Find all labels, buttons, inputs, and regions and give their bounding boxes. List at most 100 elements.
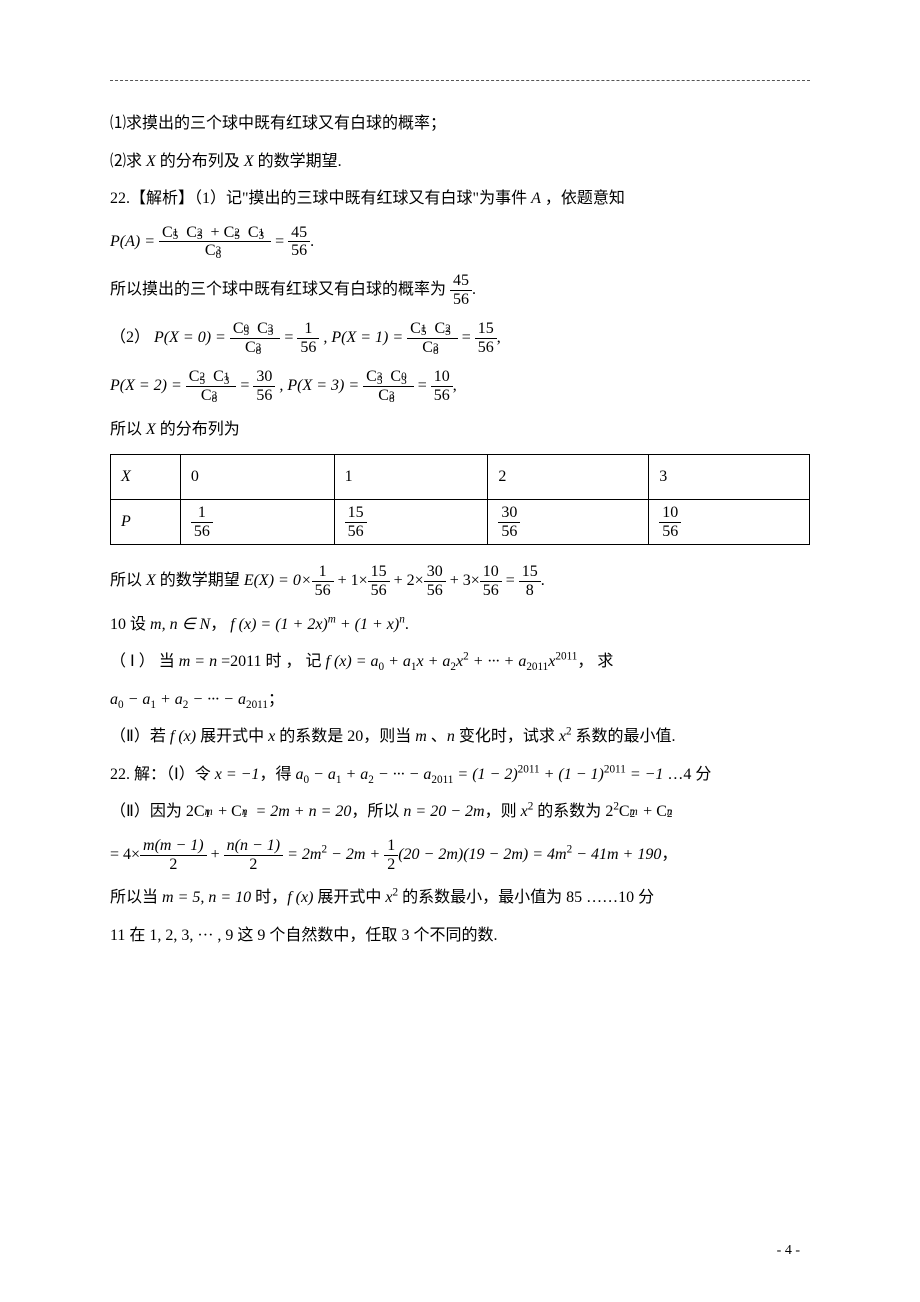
solution-22-intro: 22.【解析】（1）记"摸出的三球中既有红球又有白球"为事件 A ，依题意知 bbox=[110, 186, 810, 212]
eq: = bbox=[506, 572, 519, 589]
page-container: ⑴求摸出的三个球中既有红球又有白球的概率； ⑵求 X 的分布列及 X 的数学期望… bbox=[0, 0, 920, 1302]
table-row: X 0 1 2 3 bbox=[111, 455, 810, 500]
var-a: A bbox=[531, 190, 541, 207]
mn: m = n bbox=[179, 653, 217, 670]
text: =2011 时 ， 记 bbox=[217, 653, 325, 670]
x2: x bbox=[521, 803, 528, 820]
d: 8 bbox=[519, 582, 541, 600]
eq: = bbox=[418, 377, 431, 394]
var-x: X bbox=[146, 421, 156, 438]
s: 8 bbox=[433, 345, 439, 357]
px1-frac: C15 C23 C38 bbox=[407, 320, 458, 356]
pts: …4 分 bbox=[663, 766, 711, 783]
sub: 3 bbox=[197, 230, 203, 242]
c: C bbox=[213, 368, 224, 385]
d: 56 bbox=[191, 523, 213, 541]
var-x: X bbox=[146, 153, 156, 170]
eq: = bbox=[284, 329, 297, 346]
solution-22b: 22. 解：（Ⅰ）令 x = −1，得 a0 − a1 + a2 − ··· −… bbox=[110, 762, 810, 788]
n: 15 bbox=[519, 563, 541, 582]
sub: 5 bbox=[234, 230, 240, 242]
f: n(n − 1)2 bbox=[224, 837, 283, 873]
f: 156 bbox=[312, 563, 334, 599]
text: 、 bbox=[427, 728, 447, 745]
t: + 1× bbox=[338, 572, 368, 589]
cell: 1 bbox=[334, 455, 488, 500]
d: 56 bbox=[475, 339, 497, 357]
text: 的分布列为 bbox=[156, 421, 240, 438]
text: ， bbox=[210, 616, 226, 633]
text: ，则 bbox=[485, 803, 521, 820]
cell-frac: 156 bbox=[191, 504, 213, 540]
t: + bbox=[207, 846, 224, 863]
s: 2011 bbox=[604, 764, 626, 776]
c: C bbox=[366, 368, 377, 385]
c: C bbox=[410, 320, 421, 337]
t: = (1 − 2) bbox=[453, 766, 517, 783]
text: ，所以 bbox=[351, 803, 403, 820]
s: 2011 bbox=[431, 774, 453, 786]
c: C bbox=[233, 320, 244, 337]
num: 45 bbox=[288, 224, 310, 243]
sub: 3 bbox=[259, 230, 265, 242]
dot: . bbox=[310, 233, 314, 250]
n: m(m − 1) bbox=[140, 837, 207, 856]
equation-px-row2: P(X = 2) = C25 C13 C38 = 3056 , P(X = 3)… bbox=[110, 368, 810, 404]
t: − ··· − a bbox=[188, 691, 246, 708]
c: C bbox=[189, 368, 200, 385]
pa-lhs: P(A) = bbox=[110, 233, 159, 250]
s: 5 bbox=[199, 375, 205, 387]
c: C bbox=[257, 320, 268, 337]
px2-lhs: P(X = 2) = bbox=[110, 377, 186, 394]
var-x: X bbox=[244, 153, 254, 170]
t: = 2m bbox=[283, 846, 321, 863]
text: 这 bbox=[233, 927, 257, 944]
t: + ··· + a bbox=[469, 653, 527, 670]
fx: f (x) bbox=[170, 728, 196, 745]
t: − a bbox=[124, 691, 151, 708]
n: 10 bbox=[659, 504, 681, 523]
c: C bbox=[434, 320, 445, 337]
ex-lhs: E(X) = 0× bbox=[244, 572, 312, 589]
t: − a bbox=[309, 766, 336, 783]
d: 56 bbox=[659, 523, 681, 541]
n: n(n − 1) bbox=[224, 837, 283, 856]
dot: . bbox=[472, 281, 476, 298]
f: 1056 bbox=[480, 563, 502, 599]
question-10-i: （ Ⅰ ） 当 m = n =2011 时 ， 记 f (x) = a0 + a… bbox=[110, 649, 810, 675]
c: C bbox=[201, 387, 212, 404]
m: m bbox=[415, 728, 427, 745]
d: 56 bbox=[368, 582, 390, 600]
c: C bbox=[422, 339, 433, 356]
text: 个不同的数. bbox=[409, 927, 497, 944]
text: 所以当 bbox=[110, 889, 162, 906]
n: 10 bbox=[431, 368, 453, 387]
pa-frac: C15 C23 + C25 C13 C38 bbox=[159, 224, 271, 260]
px2-frac: C25 C13 C38 bbox=[186, 368, 237, 404]
mn: m, n ∈ N bbox=[150, 616, 210, 633]
prefix: （2） bbox=[110, 329, 150, 346]
t: = 4m bbox=[528, 846, 566, 863]
text: 10 设 bbox=[110, 616, 150, 633]
x2: x bbox=[559, 728, 566, 745]
d: 56 bbox=[312, 582, 334, 600]
s: m bbox=[630, 804, 638, 822]
n: n bbox=[447, 728, 455, 745]
text: 展开式中 bbox=[196, 728, 268, 745]
v: 85 bbox=[566, 889, 582, 906]
page-number: - 4 - bbox=[777, 1240, 800, 1262]
d: 56 bbox=[253, 387, 275, 405]
s: 8 bbox=[389, 393, 395, 405]
equation-pa: P(A) = C15 C23 + C25 C13 C38 = 4556. bbox=[110, 224, 810, 260]
c: C bbox=[205, 242, 216, 259]
n: 1 bbox=[297, 320, 319, 339]
fx: f (x) = (1 + 2x) bbox=[230, 616, 328, 633]
plus: + (1 + x) bbox=[336, 616, 399, 633]
t: + 3× bbox=[450, 572, 480, 589]
text: ⑵求 bbox=[110, 153, 146, 170]
px2-val: 3056 bbox=[253, 368, 275, 404]
eq: = bbox=[462, 329, 475, 346]
px0-frac: C05 C33 C38 bbox=[230, 320, 281, 356]
sub: 5 bbox=[173, 230, 179, 242]
cell-frac: 1556 bbox=[345, 504, 367, 540]
